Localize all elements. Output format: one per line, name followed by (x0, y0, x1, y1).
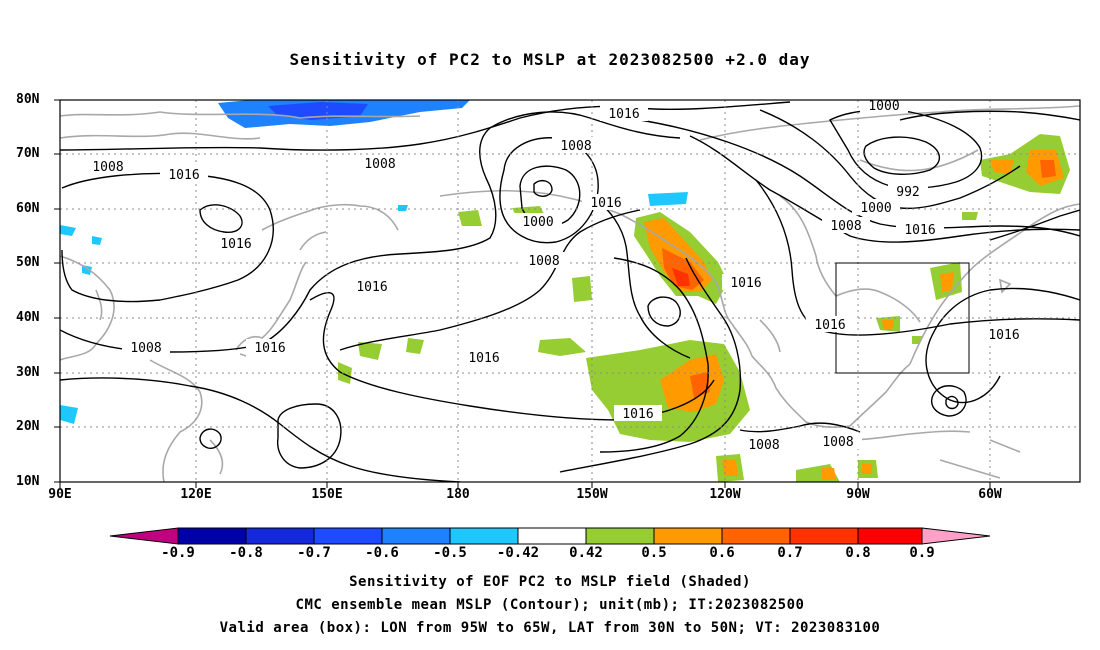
colorbar-segment (313, 527, 383, 545)
colorbar-tick-label: 0.7 (777, 545, 803, 561)
graticule (60, 100, 1080, 482)
caption-valid-area: Valid area (box): LON from 95W to 65W, L… (219, 620, 881, 636)
isobar-label: 1008 (92, 160, 123, 175)
lon-label: 120E (180, 487, 212, 502)
lon-label: 120W (709, 487, 741, 502)
colorbar-tick-label: 0.9 (909, 545, 935, 561)
isobar-label: 1008 (528, 254, 559, 269)
colorbar-tick-label: 0.6 (709, 545, 735, 561)
colorbar-segment (381, 527, 451, 545)
lat-label: 50N (16, 255, 40, 270)
lon-label: 180 (446, 487, 470, 502)
isobar-label: 1016 (988, 328, 1019, 343)
map-title: Sensitivity of PC2 to MSLP at 2023082500… (289, 50, 811, 69)
isobar-label: 1016 (814, 318, 845, 333)
isobar-label: 1016 (622, 407, 653, 422)
lon-label: 60W (978, 487, 1002, 502)
axis-ticks (54, 99, 991, 488)
colorbar-segment (921, 527, 991, 545)
isobar-label: 1016 (904, 223, 935, 238)
lon-label: 150E (311, 487, 343, 502)
isobar-label: 1016 (220, 237, 251, 252)
lat-label: 10N (16, 474, 40, 489)
isobar-label: 1016 (468, 351, 499, 366)
isobar-label: 1016 (168, 168, 199, 183)
lon-label: 90W (846, 487, 870, 502)
isobar-label: 1000 (522, 215, 553, 230)
isobar-label: 1016 (590, 196, 621, 211)
isobar-label: 1008 (560, 139, 591, 154)
colorbar-segment (517, 527, 587, 545)
colorbar-tick-label: 0.42 (569, 545, 603, 561)
colorbar-tick-label: 0.8 (845, 545, 871, 561)
colorbar-tick-label: -0.8 (229, 545, 263, 561)
isobar-label: 1000 (860, 201, 891, 216)
colorbar-segment (653, 527, 723, 545)
caption-shaded: Sensitivity of EOF PC2 to MSLP field (Sh… (349, 574, 751, 590)
isobar-label: 1016 (608, 107, 639, 122)
colorbar-segment (245, 527, 315, 545)
lat-label: 80N (16, 92, 40, 107)
colorbar-segment (721, 527, 791, 545)
colorbar-segment (857, 527, 923, 545)
isobar-label: 1016 (356, 280, 387, 295)
isobar-label: 1000 (868, 99, 899, 114)
colorbar-segment (109, 527, 179, 545)
isobar-label: 1008 (830, 219, 861, 234)
lat-label: 40N (16, 310, 40, 325)
colorbar-tick-label: 0.5 (641, 545, 667, 561)
isobar-label: 1008 (822, 435, 853, 450)
isobar-label: 992 (896, 185, 919, 200)
colorbar (109, 527, 991, 545)
lat-label: 20N (16, 419, 40, 434)
isobar-label: 1016 (730, 276, 761, 291)
isobar-label: 1008 (130, 341, 161, 356)
lon-label: 150W (576, 487, 608, 502)
isobar-labels: 1016 1008 1016 1016 1008 1000 1016 1008 … (84, 99, 1028, 453)
colorbar-tick-label: -0.7 (297, 545, 331, 561)
colorbar-tick-label: -0.5 (433, 545, 467, 561)
mslp-isobars (60, 101, 1080, 482)
caption-contour: CMC ensemble mean MSLP (Contour); unit(m… (295, 597, 805, 613)
colorbar-segment (585, 527, 655, 545)
lon-label: 90E (48, 487, 72, 502)
colorbar-segment (177, 527, 247, 545)
colorbar-segment (449, 527, 519, 545)
coastlines (60, 105, 1080, 482)
isobar-label: 1008 (748, 438, 779, 453)
colorbar-tick-label: -0.6 (365, 545, 399, 561)
lat-label: 30N (16, 365, 40, 380)
negative-sensitivity-shading (60, 100, 688, 424)
isobar-label: 1016 (254, 341, 285, 356)
colorbar-tick-label: -0.42 (496, 545, 540, 561)
lat-label: 60N (16, 201, 40, 216)
isobar-label: 1008 (364, 157, 395, 172)
colorbar-tick-label: -0.9 (161, 545, 195, 561)
lat-label: 70N (16, 146, 40, 161)
colorbar-segment (789, 527, 859, 545)
